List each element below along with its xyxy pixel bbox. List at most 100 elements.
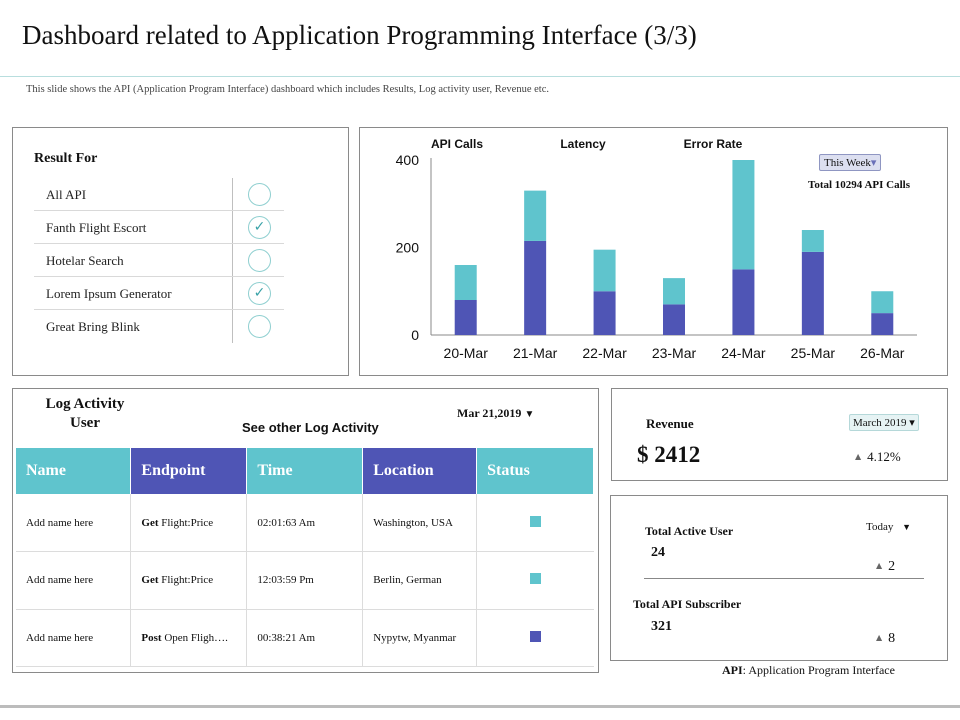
column-divider (232, 244, 233, 276)
log-date-dropdown[interactable]: Mar 21,2019 ▼ (457, 406, 534, 421)
footnote: API: Application Program Interface (722, 663, 895, 678)
log-activity-title: Log Activity User (45, 396, 125, 431)
table-row[interactable]: Add name here Get Flight:Price 02:01:63 … (16, 494, 594, 552)
check-circle-icon[interactable] (248, 183, 271, 206)
log-date-label: Mar 21,2019 (457, 406, 522, 420)
cell-name: Add name here (16, 551, 132, 610)
active-user-label: Total Active User (645, 524, 734, 538)
bar-21-Mar-series-0 (524, 240, 547, 335)
page-subtitle: This slide shows the API (Application Pr… (26, 84, 549, 95)
result-for-panel: Result For All API Fanth Flight Escort ✓… (12, 127, 349, 376)
bar-24-Mar-series-0 (732, 269, 755, 335)
revenue-change: ▲ 4.12% (855, 449, 901, 465)
log-activity-panel: Log Activity User See other Log Activity… (12, 388, 599, 673)
bottom-divider (0, 705, 960, 708)
up-arrow-icon: ▲ (855, 452, 862, 461)
cell-status (476, 551, 594, 610)
bar-20-Mar-series-1 (454, 265, 477, 300)
cell-name: Add name here (16, 494, 132, 552)
revenue-value: $ 2412 (637, 442, 701, 467)
x-tick-label: 21-Mar (513, 345, 558, 361)
check-circle-icon[interactable]: ✓ (248, 282, 271, 305)
table-row[interactable]: Add name here Post Open Fligh…. 00:38:21… (16, 609, 594, 667)
result-item-label: Great Bring Blink (46, 319, 140, 334)
legend-label: API Calls (431, 137, 483, 151)
endpoint-path: Flight:Price (161, 574, 214, 587)
x-tick-label: 26-Mar (860, 345, 905, 361)
column-divider (232, 277, 233, 309)
api-chart-panel: 0 200 400 API Calls Latency Error Rate 20-Mar 2… (359, 127, 948, 376)
x-tick-label: 25-Mar (791, 345, 836, 361)
cell-time: 12:03:59 Pm (246, 551, 364, 610)
x-tick-label: 22-Mar (582, 345, 627, 361)
x-tick-label: 20-Mar (444, 345, 489, 361)
status-indicator (529, 515, 541, 527)
cell-status (476, 494, 594, 552)
result-item-label: All API (46, 187, 87, 202)
page-title: Dashboard related to Application Program… (22, 20, 697, 50)
legend-label: Latency (560, 137, 606, 151)
title-divider (0, 76, 960, 77)
bar-25-Mar-series-1 (801, 230, 824, 252)
legend-label: Error Rate (684, 137, 743, 151)
users-panel: Total Active User 24 Today ▼ ▲ 2 Total AP… (610, 495, 948, 661)
result-item-label: Fanth Flight Escort (46, 220, 147, 235)
column-header-location[interactable]: Location (362, 448, 478, 494)
check-circle-icon[interactable] (248, 315, 271, 338)
column-header-time[interactable]: Time (246, 448, 364, 494)
see-other-log-link[interactable]: See other Log Activity (242, 420, 379, 435)
result-item-fanth-flight-escort[interactable]: Fanth Flight Escort ✓ (34, 211, 284, 244)
result-for-heading: Result For (34, 151, 98, 166)
result-for-list: All API Fanth Flight Escort ✓ Hotelar Se… (34, 178, 284, 343)
bar-25-Mar-series-0 (801, 251, 824, 335)
api-subscriber-delta-value: 8 (888, 631, 896, 646)
http-method: Get (141, 574, 159, 587)
http-method: Get (141, 516, 159, 529)
log-activity-table: Name Endpoint Time Location Status Add n… (16, 448, 594, 667)
cell-name: Add name here (16, 609, 132, 667)
cell-endpoint: Get Flight:Price (130, 494, 248, 552)
footnote-abbr: API (722, 663, 743, 677)
result-item-lorem-ipsum-generator[interactable]: Lorem Ipsum Generator ✓ (34, 277, 284, 310)
result-item-hotelar-search[interactable]: Hotelar Search (34, 244, 284, 277)
bar-24-Mar-series-1 (732, 160, 755, 270)
column-divider (232, 211, 233, 243)
chevron-down-icon: ▾ (909, 417, 915, 429)
bar-23-Mar-series-1 (663, 278, 685, 305)
cell-location: Washington, USA (362, 494, 478, 552)
revenue-change-value: 4.12% (867, 449, 901, 464)
result-item-great-bring-blink[interactable]: Great Bring Blink (34, 310, 284, 343)
y-tick-label: 400 (396, 152, 420, 168)
column-header-status[interactable]: Status (476, 448, 594, 494)
endpoint-path: Open Fligh…. (164, 631, 228, 644)
cell-location: Berlin, German (362, 551, 478, 610)
column-divider (232, 178, 233, 210)
cell-endpoint: Get Flight:Price (130, 551, 248, 610)
bar-22-Mar-series-1 (593, 249, 616, 292)
bar-22-Mar-series-0 (593, 291, 616, 335)
up-arrow-icon: ▲ (876, 633, 883, 642)
revenue-panel: Revenue $ 2412 March 2019 ▾ ▲ 4.12% (611, 388, 948, 481)
active-user-delta: ▲ 2 (876, 559, 895, 575)
revenue-period-label: March 2019 (853, 417, 907, 429)
check-circle-icon[interactable] (248, 249, 271, 272)
column-divider (232, 310, 233, 343)
table-header-row: Name Endpoint Time Location Status (16, 448, 594, 494)
week-dropdown[interactable]: This Week▾ (819, 154, 882, 171)
status-indicator (529, 573, 541, 585)
revenue-period-dropdown[interactable]: March 2019 ▾ (849, 414, 919, 431)
period-dropdown[interactable]: Today ▼ (866, 521, 911, 533)
column-header-name[interactable]: Name (16, 448, 132, 494)
active-user-delta-value: 2 (888, 559, 896, 574)
check-circle-icon[interactable]: ✓ (248, 216, 271, 239)
column-header-endpoint[interactable]: Endpoint (130, 448, 248, 494)
y-tick-label: 200 (396, 240, 420, 256)
api-subscriber-delta: ▲ 8 (876, 631, 895, 647)
table-row[interactable]: Add name here Get Flight:Price 12:03:59 … (16, 551, 594, 610)
endpoint-path: Flight:Price (161, 516, 214, 529)
week-dropdown-label: This Week (824, 157, 871, 169)
caret-down-icon: ▼ (902, 522, 912, 532)
result-item-label: Hotelar Search (46, 253, 124, 268)
result-item-all-api[interactable]: All API (34, 178, 284, 211)
api-calls-chart: 0 200 400 API Calls Latency Error Rate 20-Mar 2… (396, 137, 917, 361)
